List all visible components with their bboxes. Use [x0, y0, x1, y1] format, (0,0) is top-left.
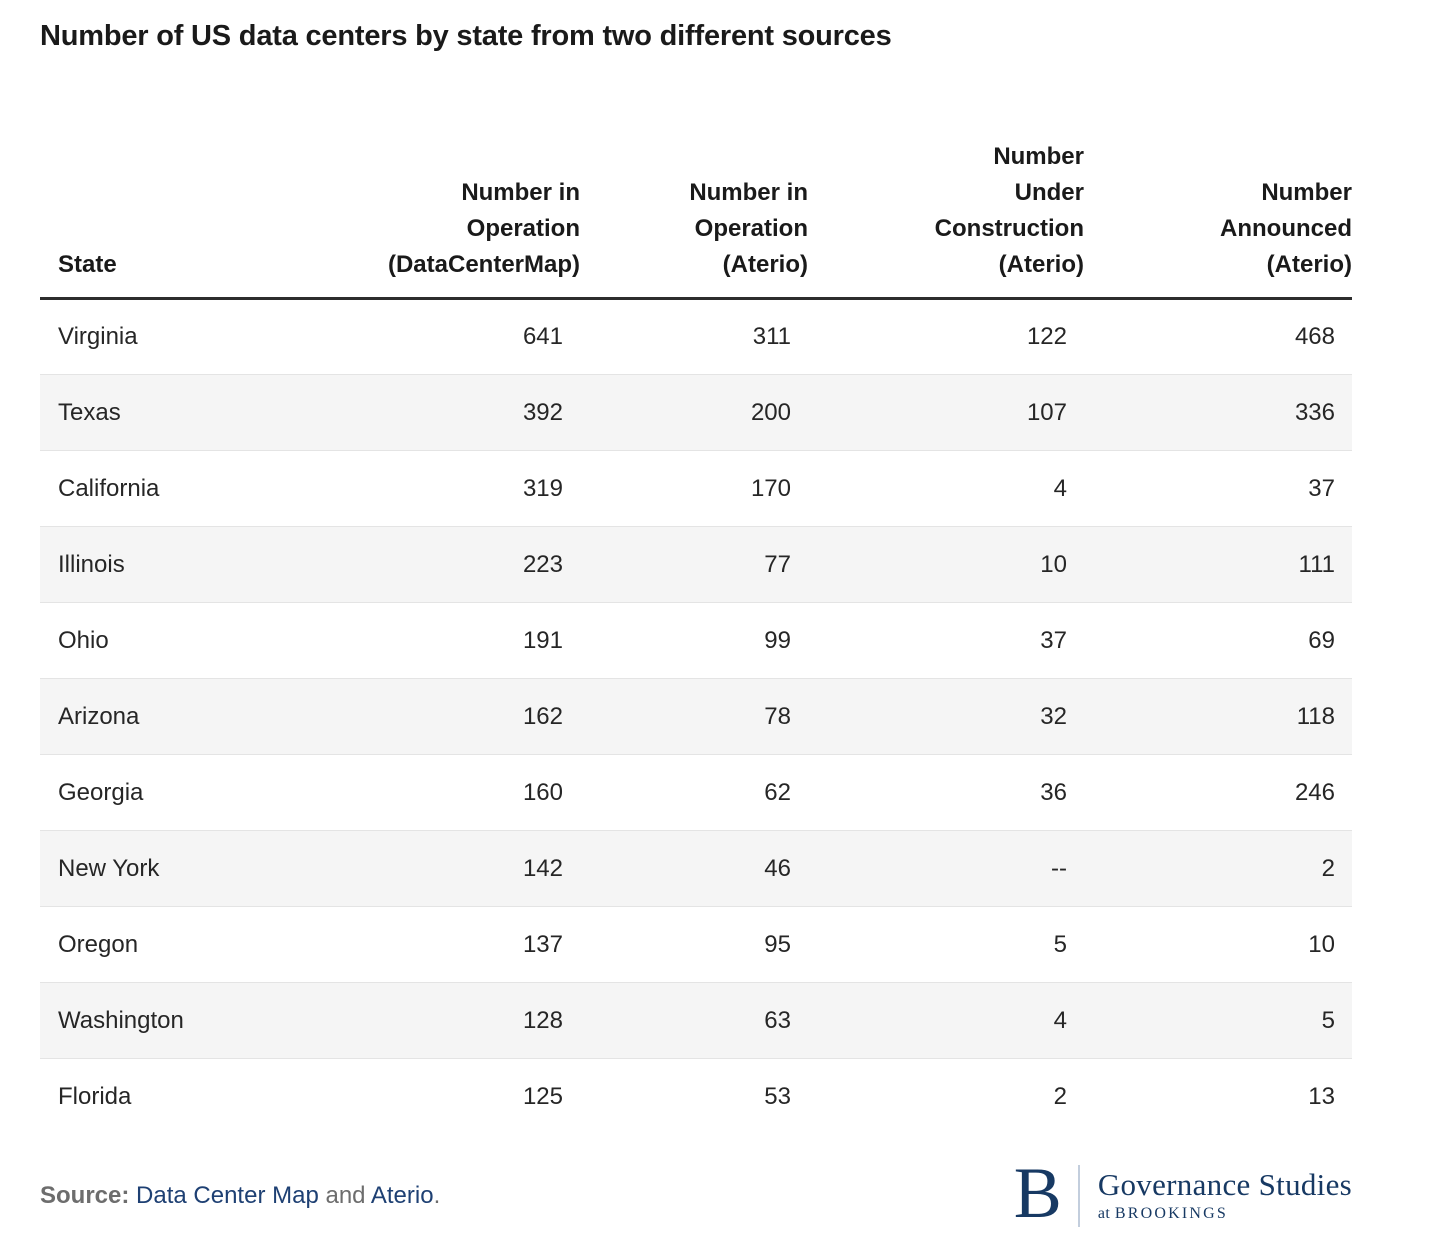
logo-text: Governance Studies at BROOKINGS: [1098, 1168, 1352, 1223]
table-row: Illinois 223 77 10 111: [40, 526, 1352, 603]
value-cell: 128: [522, 1006, 563, 1034]
source-note: Source: Data Center Map and Aterio.: [40, 1182, 440, 1210]
value-cell: 37: [1040, 626, 1067, 654]
table-row: California 319 170 4 37: [40, 450, 1352, 527]
logo-divider: [1077, 1164, 1080, 1227]
logo-sub-org: BROOKINGS: [1114, 1205, 1229, 1223]
brookings-b-mark: B: [1013, 1152, 1062, 1233]
source-link-data-center-map[interactable]: Data Center Map: [136, 1181, 319, 1209]
column-header-state: State: [58, 251, 117, 278]
data-centers-table: State Number in Operation (DataCenterMap…: [40, 139, 1352, 1135]
table-row: Florida 125 53 2 13: [40, 1058, 1352, 1135]
state-cell: Washington: [58, 1006, 184, 1034]
value-cell: 5: [1321, 1006, 1335, 1034]
value-cell: 4: [1053, 1006, 1067, 1034]
value-cell: 162: [522, 702, 563, 730]
table-row: Arizona 162 78 32 118: [40, 678, 1352, 755]
value-cell: 53: [764, 1082, 791, 1110]
table-row: Virginia 641 311 122 468: [40, 299, 1352, 375]
value-cell: 10: [1308, 930, 1335, 958]
state-cell: Ohio: [58, 626, 109, 654]
state-cell: California: [58, 474, 160, 502]
state-cell: Florida: [58, 1082, 132, 1110]
value-cell: 200: [750, 398, 791, 426]
page-title: Number of US data centers by state from …: [40, 20, 892, 52]
value-cell: 311: [752, 323, 791, 350]
table-row: Oregon 137 95 5 10: [40, 906, 1352, 983]
column-header-operation-datacentermap: Number in Operation (DataCenterMap): [387, 179, 580, 278]
value-cell: 319: [522, 474, 563, 502]
column-header-operation-aterio: Number in Operation (Aterio): [689, 179, 808, 278]
value-cell: 468: [1294, 323, 1335, 350]
header-row: State Number in Operation (DataCenterMap…: [40, 139, 1352, 299]
table-body: Virginia 641 311 122 468 Texas 392 200 107 336 Cal…: [40, 299, 1352, 1135]
table-header: State Number in Operation (DataCenterMap…: [40, 139, 1352, 299]
column-header-construction-aterio: Number Under Construction (Aterio): [934, 143, 1084, 278]
value-cell: 2: [1321, 854, 1335, 882]
value-cell: 392: [522, 398, 563, 426]
value-cell: 32: [1040, 702, 1067, 730]
brookings-logo: B Governance Studies at BROOKINGS: [1013, 1152, 1352, 1233]
value-cell: 77: [764, 550, 791, 578]
value-cell: 137: [522, 930, 563, 958]
value-cell: 62: [764, 778, 791, 806]
value-cell: 37: [1308, 474, 1335, 502]
value-cell: 191: [522, 626, 563, 654]
value-cell: 63: [764, 1006, 791, 1034]
column-header-announced-aterio: Number Announced (Aterio): [1220, 179, 1352, 278]
state-cell: Texas: [58, 398, 121, 426]
value-cell: 125: [522, 1082, 563, 1110]
value-cell: 336: [1294, 398, 1335, 426]
table-row: Texas 392 200 107 336: [40, 374, 1352, 451]
value-cell: 142: [522, 854, 563, 882]
value-cell: 36: [1040, 778, 1067, 806]
footer: Source: Data Center Map and Aterio. B Go…: [40, 1152, 1352, 1233]
state-cell: Georgia: [58, 778, 144, 806]
value-cell: 46: [764, 854, 791, 882]
state-cell: Virginia: [58, 323, 138, 350]
value-cell: 246: [1294, 778, 1335, 806]
source-connector: and: [318, 1181, 371, 1209]
table-row: Ohio 191 99 37 69: [40, 602, 1352, 679]
value-cell: 118: [1296, 702, 1335, 730]
page: Number of US data centers by state from …: [40, 20, 1352, 1233]
state-cell: New York: [58, 854, 160, 882]
value-cell: 111: [1298, 550, 1335, 578]
source-label: Source:: [40, 1181, 130, 1209]
logo-sub-prefix: at: [1097, 1205, 1115, 1223]
table-row: Georgia 160 62 36 246: [40, 754, 1352, 831]
state-cell: Arizona: [58, 702, 140, 730]
value-cell: 13: [1308, 1082, 1335, 1110]
value-cell: 69: [1308, 626, 1335, 654]
value-cell: 99: [764, 626, 791, 654]
value-cell: 78: [764, 702, 791, 730]
value-cell: 10: [1040, 550, 1067, 578]
value-cell: 5: [1053, 930, 1067, 958]
value-cell: 2: [1053, 1082, 1067, 1110]
value-cell: 160: [522, 778, 563, 806]
table-row: Washington 128 63 4 5: [40, 982, 1352, 1059]
value-cell: 122: [1026, 323, 1067, 350]
value-cell: 223: [522, 550, 563, 578]
value-cell: 95: [764, 930, 791, 958]
value-cell: 170: [750, 474, 791, 502]
state-cell: Illinois: [58, 550, 125, 578]
source-link-aterio[interactable]: Aterio: [370, 1181, 434, 1209]
table-row: New York 142 46 -- 2: [40, 830, 1352, 907]
value-cell: 641: [522, 323, 563, 350]
value-cell: 4: [1053, 474, 1067, 502]
source-period: .: [433, 1181, 441, 1209]
logo-org-name: Governance Studies: [1097, 1167, 1352, 1203]
state-cell: Oregon: [58, 930, 139, 958]
value-cell: --: [1051, 854, 1067, 882]
logo-sub-line: at BROOKINGS: [1098, 1205, 1352, 1223]
value-cell: 107: [1026, 398, 1067, 426]
